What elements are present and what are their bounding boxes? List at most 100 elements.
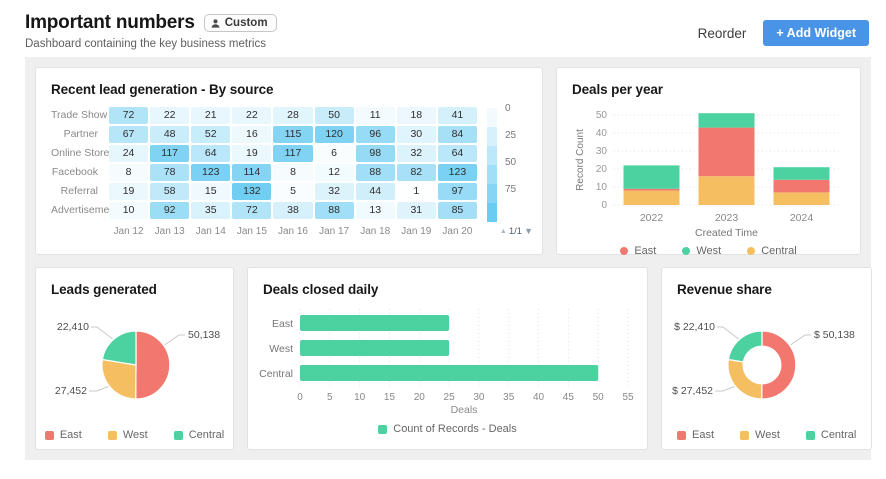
- heatmap-cell[interactable]: 50: [314, 107, 354, 124]
- legend-item-central[interactable]: Central: [747, 245, 797, 257]
- heatmap-column-label: Jan 12: [113, 226, 144, 237]
- page-down-icon[interactable]: ▼: [524, 226, 533, 236]
- heatmap-cell[interactable]: 16: [232, 126, 272, 143]
- page-up-icon[interactable]: ▲: [499, 228, 507, 235]
- bar-segment-east[interactable]: [623, 188, 680, 191]
- heatmap-cell[interactable]: 117: [273, 145, 313, 162]
- legend-item-west[interactable]: West: [107, 429, 148, 441]
- heatmap-cell[interactable]: 58: [150, 183, 190, 200]
- color-scale-tick: 0: [505, 103, 511, 114]
- heatmap-cell[interactable]: 28: [273, 107, 313, 124]
- chart-legend: East West Central: [677, 429, 856, 441]
- heatmap-cell[interactable]: 82: [396, 164, 436, 181]
- heatmap-cell[interactable]: 38: [273, 202, 313, 219]
- heatmap-cell[interactable]: 41: [437, 107, 477, 124]
- bar-west[interactable]: [300, 340, 450, 356]
- legend-marker: [747, 247, 756, 255]
- heatmap-cell[interactable]: 31: [396, 202, 436, 219]
- heatmap-cell[interactable]: 32: [314, 183, 354, 200]
- heatmap-cell[interactable]: 120: [314, 126, 354, 143]
- heatmap-cell[interactable]: 8: [273, 164, 313, 181]
- custom-badge[interactable]: Custom: [203, 14, 277, 32]
- heatmap-cell[interactable]: 72: [109, 107, 149, 124]
- heatmap-cell[interactable]: 64: [191, 145, 231, 162]
- slice-central[interactable]: [101, 330, 137, 366]
- heatmap-cell[interactable]: 22: [150, 107, 190, 124]
- bar-east[interactable]: [300, 315, 450, 331]
- color-scale-segment: [487, 127, 497, 146]
- donut-chart[interactable]: $ 50,138 $ 27,452 $ 22,410 East West Central: [672, 307, 856, 441]
- hbar-chart[interactable]: 0 5 10 15 20 25 30 35 40 45 50 55 East West Central Dea…: [259, 307, 634, 435]
- add-widget-button[interactable]: + Add Widget: [763, 20, 869, 46]
- heatmap-cell[interactable]: 64: [437, 145, 477, 162]
- heatmap-cell[interactable]: 78: [150, 164, 190, 181]
- heatmap-column-label: Jan 20: [442, 226, 473, 237]
- bar-segment-west[interactable]: [773, 167, 830, 180]
- heatmap-cell[interactable]: 98: [355, 145, 395, 162]
- legend-item-central[interactable]: Central: [173, 429, 224, 441]
- heatmap-cell[interactable]: 21: [191, 107, 231, 124]
- heatmap-cell[interactable]: 88: [314, 202, 354, 219]
- heatmap-cell[interactable]: 84: [437, 126, 477, 143]
- heatmap-cell[interactable]: 10: [109, 202, 149, 219]
- heatmap-cell[interactable]: 52: [191, 126, 231, 143]
- heatmap-cell[interactable]: 19: [109, 183, 149, 200]
- heatmap-cell[interactable]: 85: [437, 202, 477, 219]
- legend-item-west[interactable]: West: [682, 245, 721, 257]
- heatmap-cell[interactable]: 18: [396, 107, 436, 124]
- legend-item-central[interactable]: Central: [805, 429, 856, 441]
- heatmap-cell[interactable]: 48: [150, 126, 190, 143]
- bar-segment-central[interactable]: [698, 176, 755, 205]
- stacked-bar-chart[interactable]: 0 10 20 30 40 50 Record Count 2022 2023 2024 Creat…: [572, 107, 845, 257]
- heatmap-cell[interactable]: 72: [232, 202, 272, 219]
- slice-west[interactable]: [101, 358, 137, 400]
- heatmap-cell[interactable]: 32: [396, 145, 436, 162]
- heatmap-cell[interactable]: 19: [232, 145, 272, 162]
- bar-segment-east[interactable]: [773, 179, 830, 193]
- heatmap-cell[interactable]: 12: [314, 164, 354, 181]
- heatmap-cell[interactable]: 123: [437, 164, 477, 181]
- bar-segment-central[interactable]: [773, 192, 830, 205]
- heatmap-cell[interactable]: 1: [396, 183, 436, 200]
- slice-east[interactable]: [135, 330, 171, 400]
- legend-item-east[interactable]: East: [677, 429, 714, 441]
- heatmap-cell[interactable]: 5: [273, 183, 313, 200]
- heatmap-cell[interactable]: 30: [396, 126, 436, 143]
- heatmap-cell[interactable]: 132: [232, 183, 272, 200]
- heatmap-cell[interactable]: 35: [191, 202, 231, 219]
- heatmap-cell[interactable]: 117: [150, 145, 190, 162]
- legend-item-west[interactable]: West: [740, 429, 780, 441]
- hbar-canvas: 0 5 10 15 20 25 30 35 40 45 50 55 East West Central Dea…: [259, 309, 634, 416]
- bar-central[interactable]: [300, 365, 599, 381]
- heatmap-cell[interactable]: 8: [109, 164, 149, 181]
- bar-segment-west[interactable]: [698, 113, 755, 128]
- bar-segment-central[interactable]: [623, 190, 680, 205]
- heatmap-cell[interactable]: 6: [314, 145, 354, 162]
- heatmap-cell[interactable]: 24: [109, 145, 149, 162]
- heatmap-cell[interactable]: 15: [191, 183, 231, 200]
- heatmap-chart[interactable]: Trade Show 72 22 21 22 28 50 11 18 41 Partner 67 48 5…: [51, 103, 533, 237]
- heatmap-cell[interactable]: 13: [355, 202, 395, 219]
- heatmap-cell[interactable]: 44: [355, 183, 395, 200]
- bar-segment-east[interactable]: [698, 127, 755, 177]
- widget-deals-closed-daily: Deals closed daily 0 5 10 15 20 25 30 35 40 45 50 5…: [247, 267, 648, 450]
- legend-label: West: [755, 429, 780, 441]
- heatmap-cell[interactable]: 123: [191, 164, 231, 181]
- pie-chart[interactable]: 50,138 27,452 22,410 East West Central: [44, 307, 224, 441]
- heatmap-cell[interactable]: 88: [355, 164, 395, 181]
- page-indicator: 1/1: [508, 226, 523, 237]
- heatmap-cell[interactable]: 67: [109, 126, 149, 143]
- heatmap-cell[interactable]: 11: [355, 107, 395, 124]
- heatmap-cell[interactable]: 22: [232, 107, 272, 124]
- legend-item-count-of-records-deals[interactable]: Count of Records - Deals: [378, 423, 517, 435]
- heatmap-cell[interactable]: 115: [273, 126, 313, 143]
- heatmap-cell[interactable]: 96: [355, 126, 395, 143]
- heatmap-cell[interactable]: 114: [232, 164, 272, 181]
- legend-item-east[interactable]: East: [620, 245, 656, 257]
- color-scale-segment: [487, 203, 497, 222]
- reorder-button[interactable]: Reorder: [697, 25, 747, 41]
- heatmap-cell[interactable]: 97: [437, 183, 477, 200]
- heatmap-cell[interactable]: 92: [150, 202, 190, 219]
- bar-segment-west[interactable]: [623, 165, 680, 189]
- legend-item-east[interactable]: East: [44, 429, 82, 441]
